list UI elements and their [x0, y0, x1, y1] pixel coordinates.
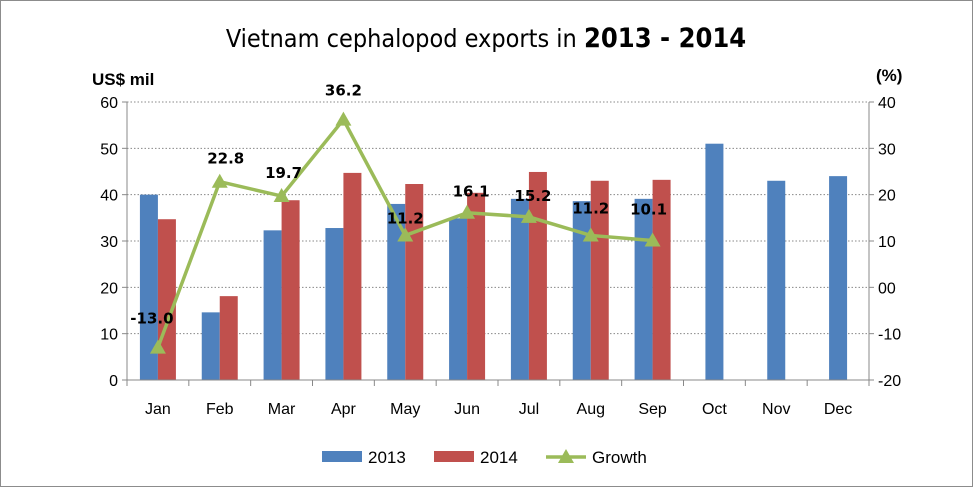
x-tick-label: Oct [702, 401, 727, 418]
bar-2014-Feb [219, 296, 238, 380]
x-tick-label: Apr [331, 401, 357, 418]
growth-data-label: 19.7 [265, 164, 302, 182]
legend-swatch-2013 [322, 451, 362, 462]
y2-tick-label: 10 [878, 234, 896, 251]
y2-tick-label: 30 [878, 141, 896, 158]
y2-tick-label: 40 [878, 95, 896, 112]
growth-marker-Jun [459, 204, 476, 219]
y2-tick-label: 00 [878, 280, 896, 297]
bar-2014-Aug [590, 180, 609, 380]
growth-data-label: -13.0 [130, 310, 173, 328]
growth-data-label: 36.2 [325, 82, 362, 100]
x-tick-label: Nov [762, 401, 790, 418]
x-tick-label: Jul [519, 401, 539, 418]
growth-marker-Apr [335, 111, 352, 126]
growth-data-label: 10.1 [630, 201, 667, 219]
growth-marker-Feb [211, 173, 228, 188]
growth-marker-Sep [644, 232, 661, 247]
growth-marker-Mar [273, 188, 290, 203]
x-tick-label: Jan [145, 401, 171, 418]
bar-2014-Apr [343, 172, 362, 380]
bar-2014-Sep [652, 179, 671, 380]
y-tick-label: 60 [100, 95, 118, 112]
x-tick-label: Aug [577, 401, 605, 418]
x-tick-label: Dec [824, 401, 852, 418]
y2-tick-label: -20 [878, 373, 901, 390]
bar-2013-Dec [829, 176, 848, 380]
chart-title-years: 2013 - 2014 [584, 23, 746, 54]
x-tick-label: Mar [268, 401, 296, 418]
legend-label-2013: 2013 [368, 448, 406, 467]
bar-2013-Jun [449, 218, 468, 380]
legend: 2013 2014 Growth [322, 448, 647, 467]
x-tick-label: Jun [454, 401, 480, 418]
growth-marker-Aug [582, 227, 599, 242]
growth-data-label: 11.2 [572, 199, 609, 217]
x-tick-label: Sep [638, 401, 667, 418]
growth-marker-May [397, 227, 414, 242]
bar-2013-Sep [634, 198, 653, 380]
bar-2013-Aug [572, 201, 591, 380]
legend-label-2014: 2014 [480, 448, 518, 467]
legend-marker-growth [558, 449, 574, 463]
legend-swatch-2014 [434, 451, 474, 462]
bar-2014-Jul [528, 171, 547, 380]
y-tick-label: 40 [100, 188, 118, 205]
y2-tick-label: 20 [878, 188, 896, 205]
bar-2013-Feb [201, 312, 220, 380]
bar-2013-Oct [705, 143, 724, 380]
y2-tick-label: -10 [878, 327, 901, 344]
growth-marker-Jul [520, 208, 537, 223]
bar-2014-Jan [157, 219, 176, 380]
y-tick-label: 10 [100, 327, 118, 344]
y-tick-label: 20 [100, 280, 118, 297]
bar-2013-Jul [510, 198, 529, 380]
bar-2013-Apr [325, 228, 344, 380]
y-axis-label: US$ mil [92, 70, 154, 89]
bar-2014-Jun [467, 192, 486, 380]
growth-marker-Jan [149, 339, 166, 354]
growth-data-label: 11.2 [387, 209, 424, 227]
y-tick-label: 30 [100, 234, 118, 251]
chart-title: Vietnam cephalopod exports in 2013 - 201… [226, 23, 746, 54]
bar-2013-Mar [263, 230, 282, 380]
growth-data-label: 15.2 [514, 187, 551, 205]
growth-data-label: 16.1 [453, 183, 490, 201]
bar-2013-Nov [767, 180, 786, 380]
chart-title-text: Vietnam cephalopod exports in [226, 24, 577, 53]
y2-axis-label: (%) [876, 66, 902, 85]
y-tick-label: 50 [100, 141, 118, 158]
legend-label-growth: Growth [592, 448, 647, 467]
bar-2013-Jan [139, 194, 158, 380]
bar-2014-Mar [281, 200, 300, 380]
bar-2013-May [387, 203, 406, 380]
x-tick-label: Feb [206, 401, 234, 418]
x-tick-label: May [390, 401, 420, 418]
growth-data-label: 22.8 [207, 150, 244, 168]
y-tick-label: 0 [109, 373, 118, 390]
